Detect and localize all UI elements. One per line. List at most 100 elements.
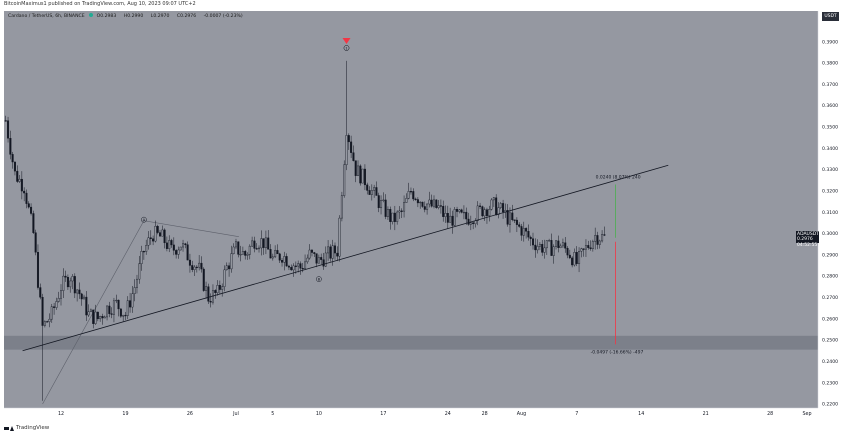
wave-point-B [316,276,322,282]
candle-body [108,305,111,314]
support-zone [4,335,818,350]
candle-body [9,138,12,155]
candle-body [499,203,502,208]
candle-body [472,222,475,225]
y-tick-label: 0.2500 [822,338,838,344]
candle-body [327,246,330,254]
candle-body [518,224,521,227]
footer-brand: TradingView [16,425,50,431]
candle-body [513,219,516,221]
candle-body [85,296,88,316]
candle-body [391,212,394,222]
legend-high: H0.2990 [123,13,144,19]
candle-body [80,293,83,300]
candle-body [426,203,429,210]
market-status-icon [89,13,94,17]
axes-layer: 0.3900 0.3800 0.3700 0.3600 0.3500 0.3400 0.33… [4,11,838,417]
candle-body [129,300,132,308]
symbol-legend: Cardano / TetherUS, 6h, BINANCE O0.2983 … [8,13,246,19]
candle-body [511,212,514,221]
candle-body [299,263,302,269]
candle-body [89,309,92,312]
candle-body [32,213,35,233]
candle-body [582,248,585,250]
targets-layer: 0.0240 (8.07%) 240 -0.0497 (-16.66%) -497 [591,174,644,355]
candle-body [336,252,339,257]
candle-body [393,212,396,222]
footer[interactable]: TradingView [4,424,49,432]
price-tag-countdown: 04:52:55 [797,242,818,248]
candle-body [142,251,145,253]
x-tick-label: 24 [445,411,451,417]
x-tick-label: 12 [58,411,64,417]
symbol-name[interactable]: Cardano / TetherUS, 6h, BINANCE [8,13,85,19]
wave-label-B: B [318,277,321,282]
candle-body [451,215,454,226]
candle-body [267,237,270,250]
candle-body [566,247,569,256]
candle-body [456,209,459,212]
y-tick-label: 0.3900 [822,39,838,45]
candle-body [550,240,553,256]
candle-body [444,213,447,217]
candle-body [96,311,99,320]
candle-body [587,245,590,248]
candle-body [359,165,362,184]
candle-body [320,257,323,260]
candle-body [76,289,79,294]
candle-body [594,235,597,242]
candle-body [200,262,203,270]
y-tick-label: 0.2900 [822,252,838,258]
candle-body [163,229,166,244]
y-tick-label: 0.3200 [822,188,838,194]
legend-low: L0.2970 [150,13,170,19]
candle-body [149,237,152,239]
candle-body [133,287,136,294]
candle-body [368,190,371,195]
candle-body [23,190,26,194]
candle-body [449,215,452,223]
candle-body [568,254,571,259]
candle-body [573,252,576,266]
candle-body [25,192,28,204]
candle-body [177,249,180,255]
candle-body [543,247,546,253]
candle-body [276,250,279,255]
upside-target-label: 0.0240 (8.07%) 240 [596,174,641,180]
candle-body [375,187,378,196]
candle-body [589,247,592,250]
candle-body [46,321,49,323]
candle-body [347,135,350,143]
candle-body [18,178,21,182]
candle-body [343,164,346,196]
currency-button[interactable]: USDT [822,12,839,21]
trendline-layer[interactable] [22,164,669,352]
publisher-header: BitcoinMaximus1 published on TradingView… [4,1,196,7]
candle-body [207,286,210,302]
candle-body [11,154,14,163]
candle-body [154,225,157,242]
candle-body [159,232,162,237]
candle-body [467,218,470,225]
candle-body [260,238,263,249]
candle-body [124,314,127,317]
candle-body [232,246,235,254]
price-tag-price: 0.2976 [797,237,813,242]
candle-body [322,259,325,267]
y-tick-label: 0.3500 [822,125,838,131]
candle-body [370,190,373,195]
candle-body [138,263,141,280]
candle-body [83,296,86,300]
y-tick-label: 0.2300 [822,380,838,386]
candle-body [601,234,604,242]
candle-body [145,245,148,252]
candle-body [214,290,217,293]
candle-body [161,229,164,237]
candle-body [99,316,102,320]
candle-body [352,152,355,161]
candle-body [578,251,581,264]
candle-body [168,240,171,249]
candle-body [209,301,212,303]
candle-body [147,237,150,246]
